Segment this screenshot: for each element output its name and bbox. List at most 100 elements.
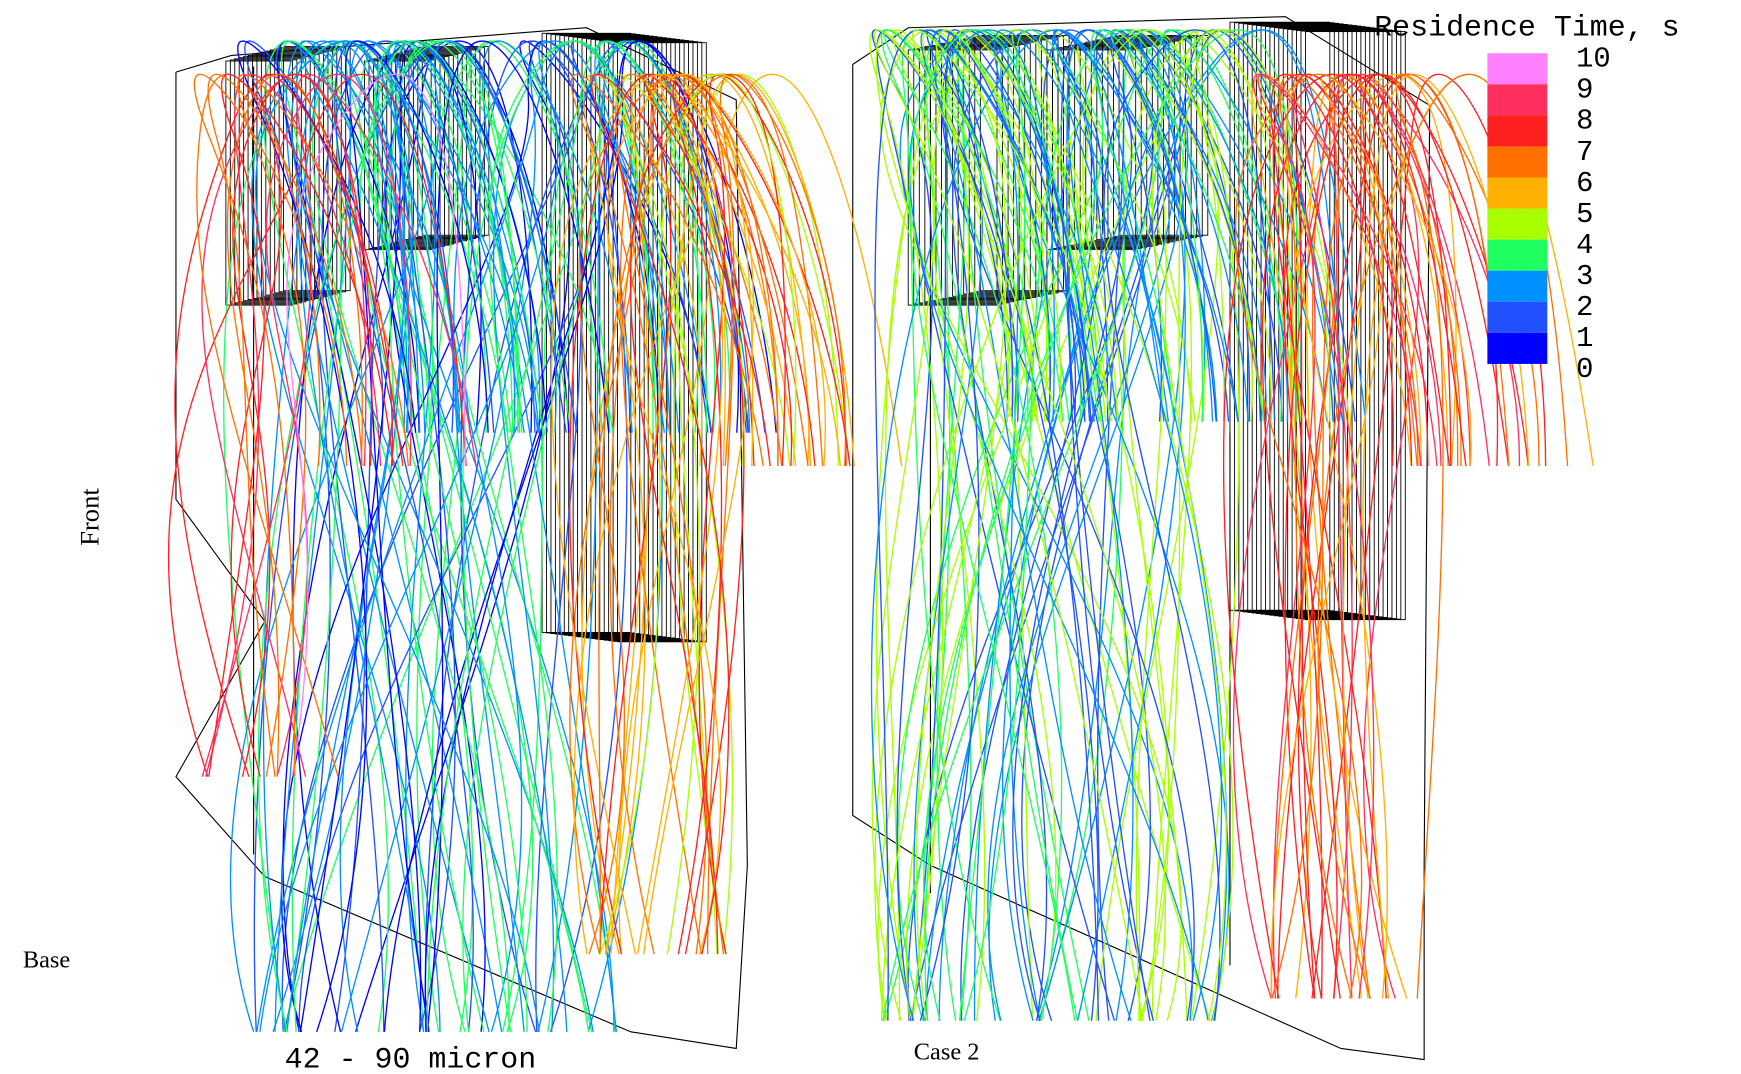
streamline (1271, 73, 1510, 999)
streamline (1251, 73, 1412, 999)
streamline (1261, 73, 1467, 999)
streamline (1000, 29, 1230, 1021)
streamline (259, 40, 669, 1032)
streamline (905, 29, 1310, 1021)
streamline (884, 29, 1086, 1021)
streamline (462, 40, 716, 1032)
streamline (581, 73, 812, 955)
streamline (935, 29, 1166, 1021)
streamline (453, 40, 666, 1032)
streamline (912, 29, 1112, 1021)
streamline (237, 73, 409, 777)
tube-panel (946, 41, 1037, 298)
streamline (615, 73, 783, 955)
streamline (941, 29, 1195, 1021)
streamline (1222, 73, 1451, 999)
streamline (207, 73, 363, 777)
legend-swatch (1487, 270, 1548, 302)
streamline (193, 73, 348, 777)
streamline (619, 73, 809, 955)
streamline (672, 73, 851, 955)
streamline (870, 29, 1165, 1021)
streamline (908, 29, 1100, 1021)
streamline (869, 29, 1039, 1021)
legend-swatch (1487, 146, 1548, 178)
streamline (383, 40, 740, 1032)
streamline (297, 40, 460, 1032)
streamline (1082, 29, 1266, 1021)
case-label: Base (23, 946, 70, 973)
legend-tick-label: 10 (1576, 43, 1611, 76)
legend-tick-label: 4 (1576, 229, 1593, 262)
streamline (201, 73, 477, 777)
streamline (372, 40, 528, 1032)
streamline (298, 40, 750, 1032)
streamline (174, 73, 404, 777)
streamline (286, 73, 466, 777)
streamline (988, 29, 1339, 1021)
streamline (606, 73, 754, 955)
streamline (416, 40, 611, 1032)
streamline (919, 29, 1051, 1021)
legend-tick-label: 8 (1576, 105, 1593, 138)
streamline (550, 73, 726, 955)
legend-tick-label: 9 (1576, 74, 1593, 107)
streamline (262, 40, 461, 1032)
legend-swatch (1487, 301, 1548, 333)
streamline (612, 73, 791, 955)
streamline (426, 40, 610, 1032)
streamline (874, 29, 1014, 1021)
streamline (482, 40, 633, 1032)
streamline (205, 73, 382, 777)
tube-panel (1238, 22, 1340, 612)
streamline (1257, 73, 1438, 999)
streamline (881, 29, 1123, 1021)
streamline (1141, 29, 1346, 1021)
streamline (609, 73, 779, 955)
streamline (460, 40, 631, 1033)
tube-panel (617, 42, 707, 643)
streamline (973, 29, 1206, 1021)
streamline (882, 29, 1283, 1021)
streamline (255, 40, 540, 1032)
streamline (384, 40, 533, 1032)
streamline (604, 73, 797, 955)
legend-tick-label: 7 (1576, 136, 1593, 169)
streamline (257, 40, 521, 1032)
legend-tick-label: 0 (1576, 353, 1593, 386)
left-boiler-outline (175, 27, 748, 1050)
legend-tick-label: 2 (1576, 291, 1593, 324)
streamline (253, 40, 567, 1032)
tube-panel (1256, 25, 1357, 614)
streamline (1042, 29, 1163, 1021)
streamline (583, 73, 703, 955)
streamline (610, 73, 855, 955)
streamline (636, 73, 842, 955)
streamline (1151, 29, 1294, 1021)
streamline (591, 73, 771, 955)
case-label: Case 2 (914, 1039, 980, 1066)
streamline (958, 29, 1175, 1021)
streamline (599, 73, 797, 955)
streamline (897, 29, 1303, 1021)
streamline (923, 29, 1265, 1021)
tube-panel (395, 52, 463, 243)
legend-swatch (1487, 208, 1548, 240)
streamline (1012, 29, 1262, 1021)
streamline (1276, 73, 1529, 999)
streamline (1234, 73, 1418, 999)
legend-swatch (1487, 332, 1548, 364)
streamline (698, 73, 847, 955)
streamline (226, 73, 363, 777)
streamline (1001, 29, 1345, 1021)
tube-panel (234, 58, 302, 304)
streamline (528, 40, 709, 1032)
streamline (299, 40, 568, 1032)
streamline (946, 29, 1099, 1021)
tube-panel (1296, 30, 1397, 619)
streamline (875, 29, 1048, 1021)
streamline (874, 29, 1225, 1021)
streamline (963, 29, 1204, 1021)
streamline (232, 73, 373, 777)
streamline (537, 40, 722, 1032)
